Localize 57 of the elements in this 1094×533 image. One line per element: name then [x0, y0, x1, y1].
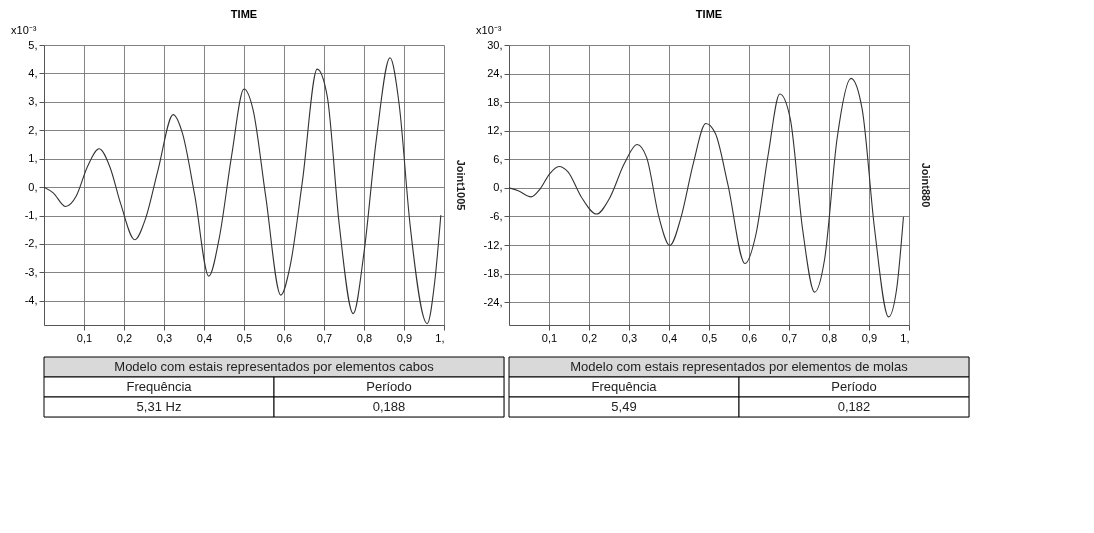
x-tick-label: 0,5 — [236, 331, 253, 344]
x-tick-label: 0,5 — [701, 331, 718, 344]
x-tick-label: 0,6 — [741, 331, 758, 344]
x-tick-label: 0,9 — [396, 331, 413, 344]
chart-title: TIME — [230, 8, 258, 20]
text: 5,31 Hz — [136, 399, 182, 414]
x-tick-label: 1, — [435, 331, 445, 344]
y-tick-label: -6, — [489, 209, 503, 222]
y-tick-label: -18, — [483, 267, 503, 280]
chart-title: TIME — [695, 8, 723, 20]
x-tick-label: 0,8 — [821, 331, 838, 344]
y2-axis-title: Joint880 — [920, 162, 932, 208]
text: Modelo com estais representados por elementos de molas — [570, 359, 909, 374]
x-tick-label: 0,7 — [781, 331, 798, 344]
text: 0,182 — [837, 399, 871, 414]
y-tick-label: 2, — [28, 123, 38, 136]
x-tick-label: 0,2 — [116, 331, 133, 344]
x-tick-label: 0,2 — [581, 331, 598, 344]
y-tick-label: 0, — [493, 181, 503, 194]
y-axis-title: x10⁻³ — [476, 23, 502, 36]
text: Modelo com estais representados por elementos cabos — [114, 359, 435, 374]
y-tick-label: 24, — [487, 67, 503, 80]
x-tick-label: 0,7 — [316, 331, 333, 344]
x-tick-label: 0,1 — [541, 331, 558, 344]
y-tick-label: -3, — [24, 265, 38, 278]
x-tick-label: 0,4 — [661, 331, 678, 344]
x-tick-label: 0,6 — [276, 331, 293, 344]
y-tick-label: 4, — [28, 66, 38, 79]
y-axis-title: x10⁻³ — [11, 23, 37, 36]
y-tick-label: 0, — [28, 180, 38, 193]
y2-axis-title: Joint1005 — [455, 159, 467, 211]
x-tick-label: 1, — [900, 331, 910, 344]
x-tick-label: 0,3 — [621, 331, 638, 344]
y-tick-label: -2, — [24, 237, 38, 250]
y-tick-label: 6, — [493, 152, 503, 165]
line-series — [509, 77, 904, 318]
y-tick-label: -12, — [483, 238, 503, 251]
x-tick-label: 0,9 — [861, 331, 878, 344]
y-tick-label: 5, — [28, 38, 38, 51]
text: Período — [831, 379, 877, 394]
y-tick-label: 3, — [28, 95, 38, 108]
text: Período — [366, 379, 412, 394]
x-tick-label: 0,8 — [356, 331, 373, 344]
x-tick-label: 0,1 — [76, 331, 93, 344]
y-tick-label: 1, — [28, 152, 38, 165]
text: Frequência — [591, 379, 658, 394]
y-tick-label: -4, — [24, 294, 38, 307]
text: Frequência — [126, 379, 193, 394]
y-tick-label: 30, — [487, 38, 503, 51]
y-tick-label: 12, — [487, 124, 503, 137]
x-tick-label: 0,4 — [196, 331, 213, 344]
text: 0,188 — [372, 399, 406, 414]
y-tick-label: -24, — [483, 295, 503, 308]
text: 5,49 — [611, 399, 637, 414]
x-tick-label: 0,3 — [156, 331, 173, 344]
y-tick-label: -1, — [24, 209, 38, 222]
y-tick-label: 18, — [487, 95, 503, 108]
